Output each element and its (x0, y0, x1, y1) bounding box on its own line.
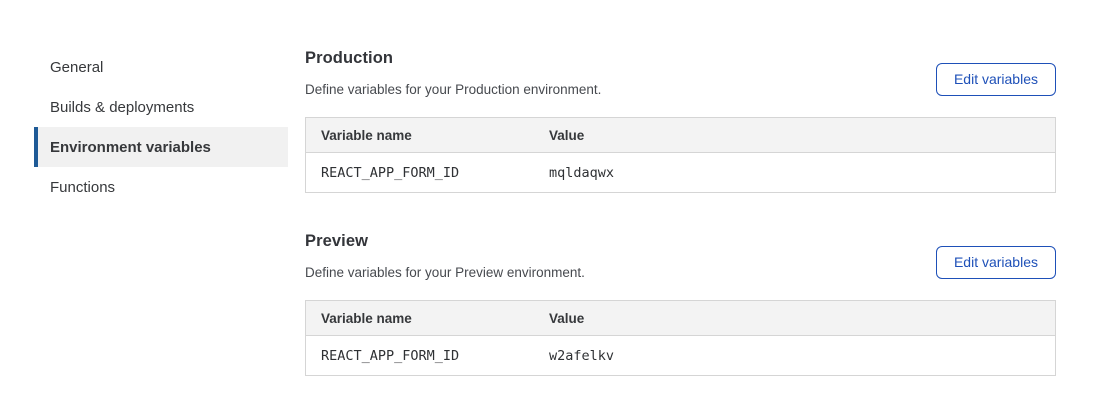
variable-value-cell: mqldaqwx (549, 164, 615, 181)
variable-name-cell: REACT_APP_FORM_ID (321, 347, 460, 364)
preview-variables-table: Variable name Value REACT_APP_FORM_ID w2… (305, 300, 1056, 376)
column-header-variable-name: Variable name (321, 310, 412, 326)
production-variables-table: Variable name Value REACT_APP_FORM_ID mq… (305, 117, 1056, 193)
settings-sidebar: General Builds & deployments Environment… (34, 47, 288, 376)
sidebar-item-general[interactable]: General (50, 58, 104, 76)
column-header-value: Value (549, 310, 585, 326)
settings-page: General Builds & deployments Environment… (34, 47, 1056, 376)
production-header: Production Define variables for your Pro… (305, 47, 1056, 97)
section-title-production: Production (305, 49, 394, 67)
variable-name-cell: REACT_APP_FORM_ID (321, 164, 460, 181)
column-header-variable-name: Variable name (321, 127, 412, 143)
column-header-value: Value (549, 127, 585, 143)
table-row: REACT_APP_FORM_ID w2afelkv (306, 336, 1055, 375)
table-header-row: Variable name Value (306, 118, 1055, 153)
table-header-row: Variable name Value (306, 301, 1055, 336)
sidebar-item-environment-variables[interactable]: Environment variables (34, 127, 288, 167)
variable-value-cell: w2afelkv (549, 347, 615, 364)
section-production: Production Define variables for your Pro… (305, 47, 1056, 193)
edit-variables-button-production[interactable]: Edit variables (935, 63, 1056, 96)
environment-variables-panel: Production Define variables for your Pro… (305, 47, 1056, 376)
section-title-preview: Preview (305, 232, 369, 250)
production-header-text: Production Define variables for your Pro… (305, 47, 601, 97)
edit-variables-button-preview[interactable]: Edit variables (935, 246, 1056, 279)
section-preview: Preview Define variables for your Previe… (305, 230, 1056, 376)
section-description-preview: Define variables for your Preview enviro… (305, 265, 585, 280)
sidebar-item-builds-deployments[interactable]: Builds & deployments (50, 98, 195, 116)
section-description-production: Define variables for your Production env… (305, 82, 602, 97)
sidebar-item-functions[interactable]: Functions (50, 178, 116, 196)
preview-header-text: Preview Define variables for your Previe… (305, 230, 585, 280)
preview-header: Preview Define variables for your Previe… (305, 230, 1056, 280)
table-row: REACT_APP_FORM_ID mqldaqwx (306, 153, 1055, 192)
